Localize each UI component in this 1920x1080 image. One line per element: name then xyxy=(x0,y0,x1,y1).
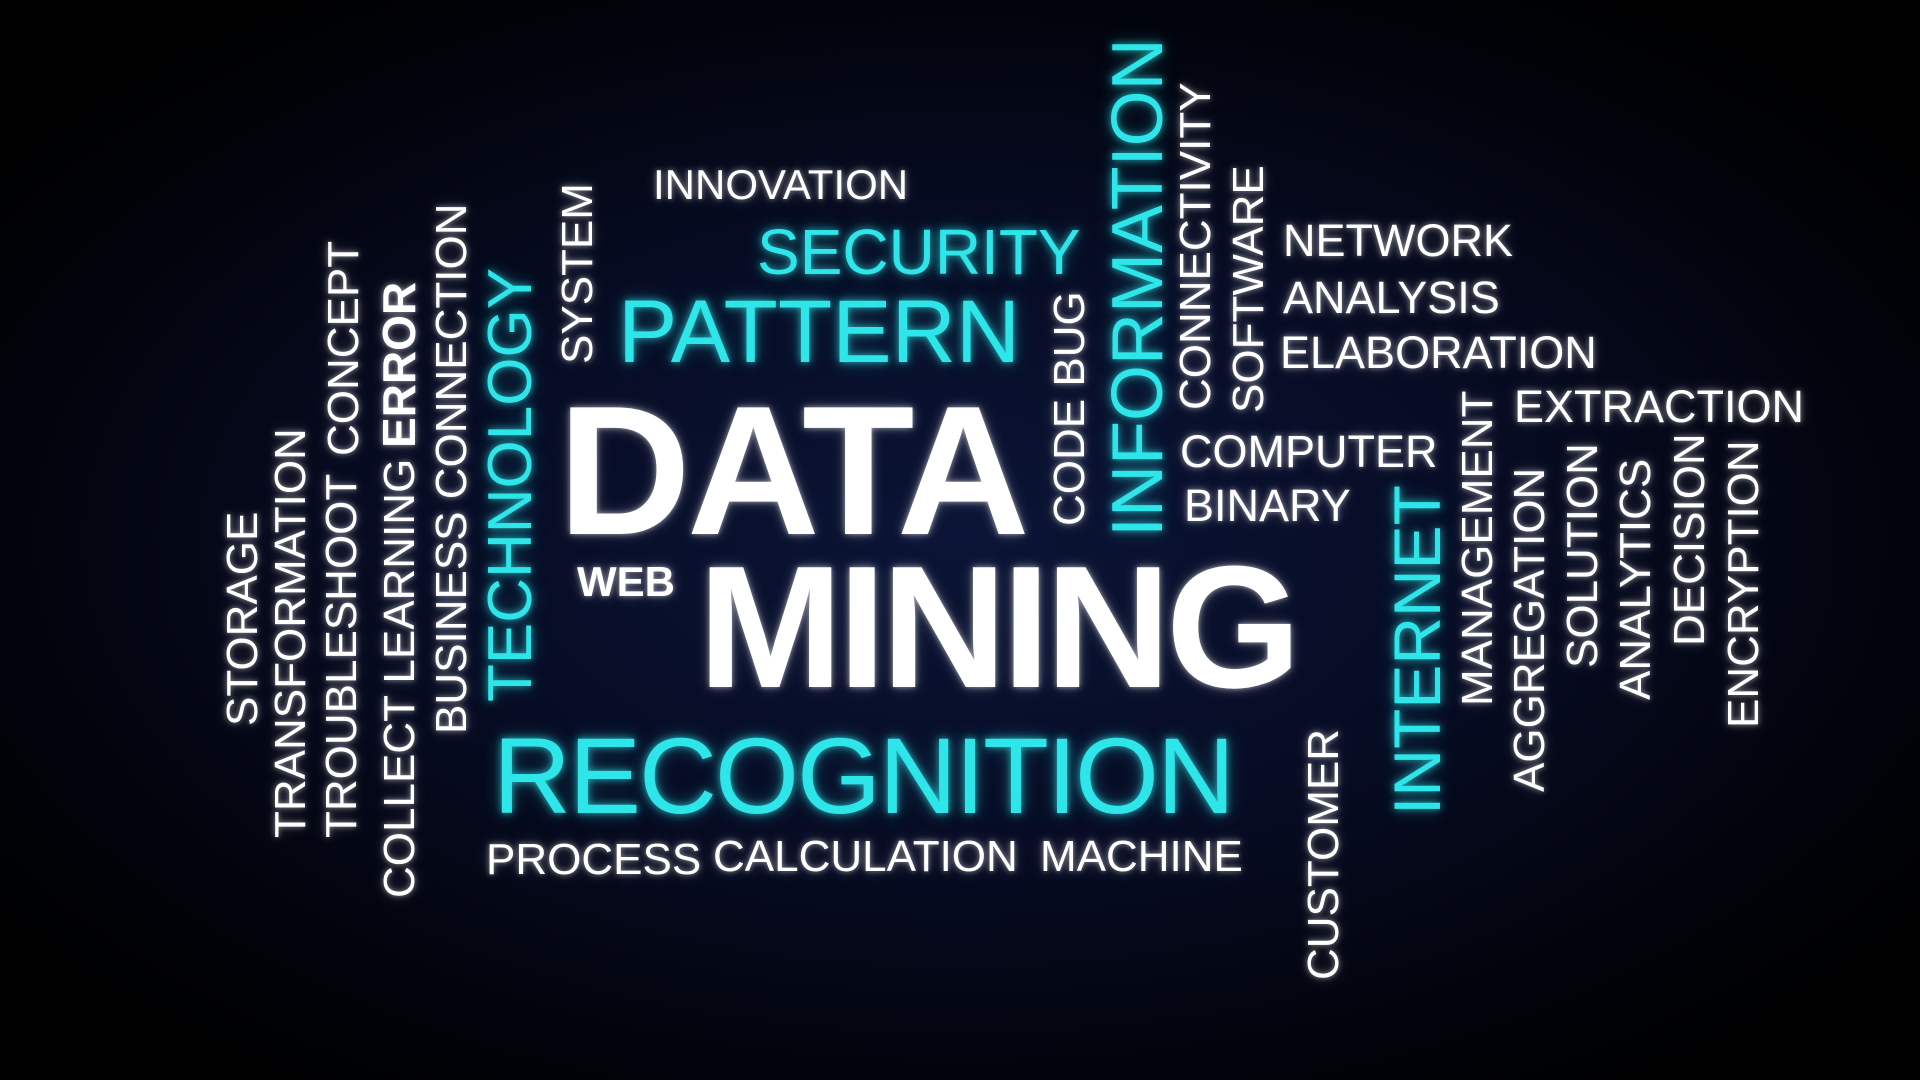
word-process: PROCESS xyxy=(486,835,702,884)
word-web: WEB xyxy=(577,558,675,605)
word-elaboration: ELABORATION xyxy=(1280,327,1597,378)
word-business-connection: BUSINESS CONNECTION xyxy=(427,203,476,734)
word-error: ERROR xyxy=(373,281,425,448)
word-connectivity: CONNECTIVITY xyxy=(1171,82,1220,410)
word-machine: MACHINE xyxy=(1040,832,1243,881)
word-decision: DECISION xyxy=(1665,433,1714,646)
word-information: INFORMATION xyxy=(1098,38,1178,537)
word-system: SYSTEM xyxy=(553,183,602,364)
word-encryption: ENCRYPTION xyxy=(1719,440,1768,728)
word-pattern: PATTERN xyxy=(618,281,1021,381)
word-data: DATA xyxy=(558,367,1030,573)
word-transformation: TRANSFORMATION xyxy=(266,428,315,838)
word-calculation: CALCULATION xyxy=(713,832,1018,881)
word-extraction: EXTRACTION xyxy=(1514,381,1805,432)
word-technology: TECHNOLOGY xyxy=(476,267,545,702)
word-security: SECURITY xyxy=(757,216,1081,288)
word-mining: MINING xyxy=(698,529,1301,724)
word-aggregation: AGGREGATION xyxy=(1505,467,1554,792)
word-customer: CUSTOMER xyxy=(1299,729,1348,980)
word-computer: COMPUTER xyxy=(1180,426,1438,477)
word-collect-learning: COLLECT LEARNING xyxy=(375,458,424,898)
word-innovation: INNOVATION xyxy=(653,161,909,208)
word-code-bug: CODE BUG xyxy=(1045,291,1094,526)
word-concept: CONCEPT xyxy=(319,240,368,456)
word-management: MANAGEMENT xyxy=(1453,390,1502,706)
word-internet: INTERNET xyxy=(1380,485,1454,815)
word-solution: SOLUTION xyxy=(1558,443,1607,668)
word-analysis: ANALYSIS xyxy=(1283,272,1500,323)
word-recognition: RECOGNITION xyxy=(493,715,1235,836)
word-software: SOFTWARE xyxy=(1224,165,1273,413)
word-network: NETWORK xyxy=(1283,215,1513,266)
word-storage: STORAGE xyxy=(218,511,267,726)
word-binary: BINARY xyxy=(1184,480,1351,531)
word-analytics: ANALYTICS xyxy=(1611,458,1660,700)
word-troubleshoot: TROUBLESHOOT xyxy=(317,473,366,838)
